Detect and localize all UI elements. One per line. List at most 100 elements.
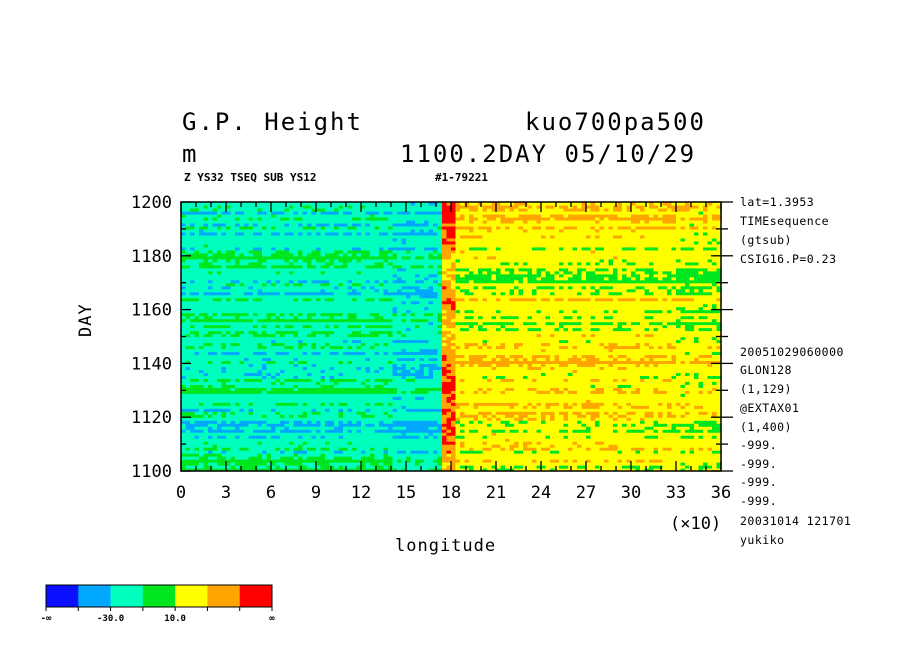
heatmap-cell [212, 348, 218, 353]
heatmap-cell [658, 429, 664, 433]
heatmap-cell [374, 417, 380, 421]
heatmap-cell [181, 345, 187, 350]
heatmap-cell [644, 456, 650, 460]
heatmap-cell [388, 351, 394, 356]
heatmap-cell [631, 381, 637, 385]
heatmap-cell [253, 390, 259, 394]
heatmap-cell [280, 459, 286, 463]
heatmap-cell [235, 405, 241, 409]
heatmap-cell [527, 372, 533, 376]
heatmap-cell [676, 417, 682, 421]
heatmap-cell [658, 360, 664, 364]
heatmap-cell [253, 372, 259, 376]
heatmap-cell [532, 414, 538, 418]
heatmap-cell [365, 408, 371, 412]
heatmap-cell [325, 438, 331, 442]
heatmap-cell [505, 393, 511, 397]
heatmap-cell [676, 420, 682, 424]
heatmap-cell [694, 348, 700, 353]
heatmap-cell [473, 462, 479, 466]
heatmap-cell [199, 456, 205, 460]
heatmap-cell [586, 462, 592, 466]
heatmap-cell [275, 387, 281, 391]
heatmap-cell [536, 417, 542, 421]
heatmap-cell [352, 447, 358, 451]
heatmap-cell [649, 405, 655, 409]
heatmap-cell [460, 366, 466, 370]
heatmap-cell [518, 456, 524, 460]
heatmap-cell [478, 372, 484, 376]
heatmap-cell [577, 354, 583, 359]
heatmap-cell [451, 357, 457, 362]
heatmap-cell [631, 411, 637, 415]
heatmap-cell [536, 456, 542, 460]
heatmap-cell [338, 465, 344, 469]
heatmap-cell [595, 465, 601, 469]
heatmap-cell [325, 432, 331, 436]
heatmap-cell [649, 399, 655, 403]
heatmap-cell [658, 423, 664, 427]
heatmap-cell [550, 348, 556, 353]
heatmap-cell [302, 366, 308, 370]
heatmap-cell [667, 357, 673, 362]
heatmap-cell [338, 360, 344, 364]
heatmap-cell [572, 396, 578, 400]
heatmap-cell [685, 459, 691, 463]
heatmap-cell [266, 387, 272, 391]
heatmap-cell [622, 354, 628, 359]
heatmap-cell [289, 399, 295, 403]
heatmap-cell [586, 393, 592, 397]
heatmap-cell [698, 423, 704, 427]
heatmap-cell [716, 438, 722, 442]
heatmap-cell [397, 462, 403, 466]
heatmap-cell [500, 408, 506, 412]
heatmap-cell [329, 468, 335, 472]
heatmap-cell [473, 354, 479, 359]
heatmap-cell [284, 354, 290, 359]
heatmap-cell [284, 438, 290, 442]
heatmap-cell [622, 435, 628, 439]
heatmap-cell [199, 360, 205, 364]
heatmap-cell [226, 372, 232, 376]
heatmap-cell [473, 363, 479, 367]
heatmap-cell [226, 408, 232, 412]
heatmap-cell [266, 366, 272, 370]
heatmap-cell [307, 432, 313, 436]
heatmap-cell [635, 459, 641, 463]
heatmap-cell [586, 441, 592, 445]
heatmap-cell [595, 453, 601, 457]
heatmap-cell [712, 420, 718, 424]
heatmap-cell [496, 393, 502, 397]
heatmap-cell [451, 402, 457, 406]
heatmap-cell [487, 429, 493, 433]
heatmap-cell [662, 429, 668, 433]
heatmap-cell [559, 405, 565, 409]
heatmap-cell [329, 381, 335, 385]
heatmap-cell [271, 438, 277, 442]
heatmap-cell [356, 399, 362, 403]
heatmap-cell [190, 354, 196, 359]
heatmap-cell [604, 459, 610, 463]
heatmap-cell [536, 429, 542, 433]
heatmap-cell [248, 372, 254, 376]
heatmap-cell [397, 426, 403, 430]
heatmap-cell [694, 447, 700, 451]
heatmap-cell [338, 453, 344, 457]
heatmap-cell [698, 393, 704, 397]
heatmap-cell [253, 450, 259, 454]
heatmap-cell [613, 447, 619, 451]
heatmap-cell [190, 402, 196, 406]
heatmap-cell [622, 456, 628, 460]
heatmap-cell [613, 444, 619, 448]
heatmap-cell [649, 387, 655, 391]
heatmap-cell [383, 384, 389, 388]
heatmap-cell [266, 453, 272, 457]
heatmap-cell [631, 432, 637, 436]
heatmap-cell [541, 378, 547, 382]
heatmap-cell [271, 429, 277, 433]
heatmap-cell [622, 390, 628, 394]
heatmap-cell [235, 462, 241, 466]
heatmap-cell [689, 396, 695, 400]
heatmap-cell [311, 447, 317, 451]
heatmap-cell [455, 354, 461, 359]
